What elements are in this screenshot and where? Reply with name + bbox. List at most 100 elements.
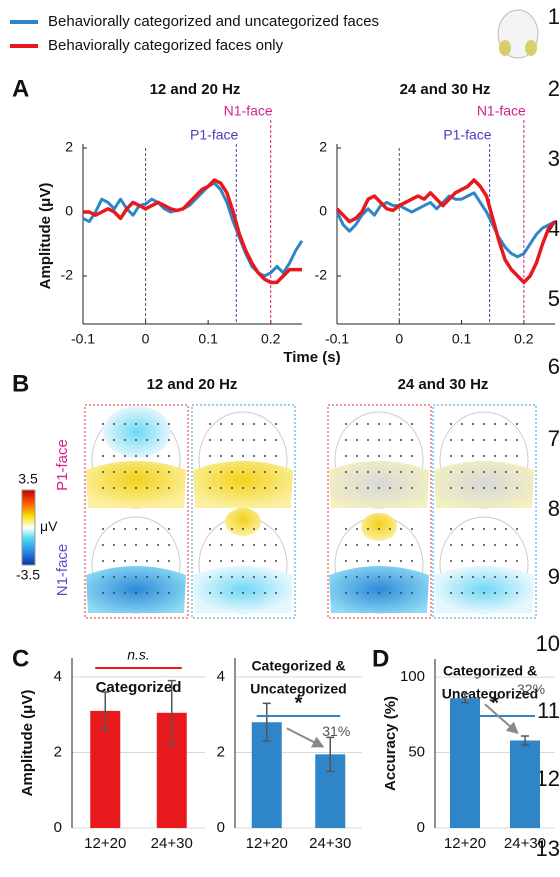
electrode xyxy=(253,560,255,562)
electrode xyxy=(135,423,137,425)
electrode xyxy=(157,471,159,473)
electrode xyxy=(231,544,233,546)
chart-title: Categorized & xyxy=(443,663,537,679)
electrode xyxy=(135,576,137,578)
x-tick-label: 24+30 xyxy=(151,835,193,852)
colorbar-label: μV xyxy=(40,518,58,534)
topomap xyxy=(86,516,186,614)
electrode xyxy=(275,544,277,546)
electrode xyxy=(389,576,391,578)
bar xyxy=(450,698,480,828)
electrode xyxy=(146,439,148,441)
topomap xyxy=(434,516,534,614)
electrode xyxy=(275,487,277,489)
electrode xyxy=(494,455,496,457)
electrode xyxy=(113,487,115,489)
topomap-posterior xyxy=(86,566,186,613)
electrode xyxy=(483,576,485,578)
electrode xyxy=(494,487,496,489)
topomap-row-label: N1-face xyxy=(54,544,71,597)
colorbar-max: 3.5 xyxy=(18,471,38,487)
x-tick-label: -0.1 xyxy=(325,331,349,347)
condition-box xyxy=(84,404,189,619)
electrode xyxy=(242,423,244,425)
electrode xyxy=(378,439,380,441)
electrode xyxy=(483,592,485,594)
electrode xyxy=(411,471,413,473)
electrode xyxy=(356,471,358,473)
electrode xyxy=(135,487,137,489)
electrode xyxy=(220,560,222,562)
electrode xyxy=(461,528,463,530)
electrode xyxy=(450,560,452,562)
line-number: 6 xyxy=(548,354,560,379)
line-number: 7 xyxy=(548,426,560,451)
electrode xyxy=(378,592,380,594)
electrode xyxy=(220,439,222,441)
colorbar xyxy=(21,489,36,566)
y-axis-label: Amplitude (μV) xyxy=(37,183,54,290)
electrode xyxy=(146,471,148,473)
electrode xyxy=(168,423,170,425)
electrode xyxy=(400,592,402,594)
electrode xyxy=(461,423,463,425)
line-series xyxy=(335,178,557,285)
electrode xyxy=(505,439,507,441)
electrode xyxy=(367,544,369,546)
electrode xyxy=(113,439,115,441)
electrode xyxy=(209,487,211,489)
electrode xyxy=(231,487,233,489)
electrode xyxy=(461,592,463,594)
electrode xyxy=(389,560,391,562)
line-number: 10 xyxy=(536,631,560,656)
electrode xyxy=(209,528,211,530)
electrode xyxy=(483,455,485,457)
electrode xyxy=(264,487,266,489)
electrode xyxy=(124,471,126,473)
electrode xyxy=(472,487,474,489)
electrode xyxy=(411,423,413,425)
panel-label: D xyxy=(372,645,389,672)
electrode xyxy=(494,423,496,425)
panel-label: C xyxy=(12,645,29,672)
electrode xyxy=(102,528,104,530)
electrode xyxy=(356,455,358,457)
electrode xyxy=(516,471,518,473)
electrode xyxy=(113,576,115,578)
electrode xyxy=(461,487,463,489)
electrode xyxy=(345,592,347,594)
electrode xyxy=(124,423,126,425)
electrode xyxy=(209,423,211,425)
electrode xyxy=(356,528,358,530)
electrode xyxy=(135,592,137,594)
electrode xyxy=(124,487,126,489)
electrode xyxy=(483,560,485,562)
electrode xyxy=(102,560,104,562)
panel-label: A xyxy=(12,75,29,102)
electrode xyxy=(168,544,170,546)
change-arrow xyxy=(286,727,325,748)
electrode xyxy=(124,592,126,594)
electrode xyxy=(450,455,452,457)
electrode xyxy=(275,560,277,562)
topomap-row-label: P1-face xyxy=(54,439,71,491)
electrode xyxy=(253,592,255,594)
chart-title: Uncategorized xyxy=(250,681,346,697)
electrode xyxy=(378,560,380,562)
topomap-posterior xyxy=(434,566,534,613)
topomap-blob xyxy=(361,513,397,541)
electrode xyxy=(461,439,463,441)
electrode xyxy=(157,544,159,546)
electrode xyxy=(242,471,244,473)
electrode xyxy=(168,528,170,530)
electrode xyxy=(124,455,126,457)
electrode xyxy=(113,455,115,457)
topomap xyxy=(434,411,534,509)
electrode xyxy=(461,544,463,546)
electrode xyxy=(494,576,496,578)
x-tick-label: 12+20 xyxy=(246,835,288,852)
chart-title: Categorized & xyxy=(251,658,345,674)
electrode xyxy=(220,423,222,425)
electrode xyxy=(356,544,358,546)
topomap-posterior xyxy=(329,566,429,613)
